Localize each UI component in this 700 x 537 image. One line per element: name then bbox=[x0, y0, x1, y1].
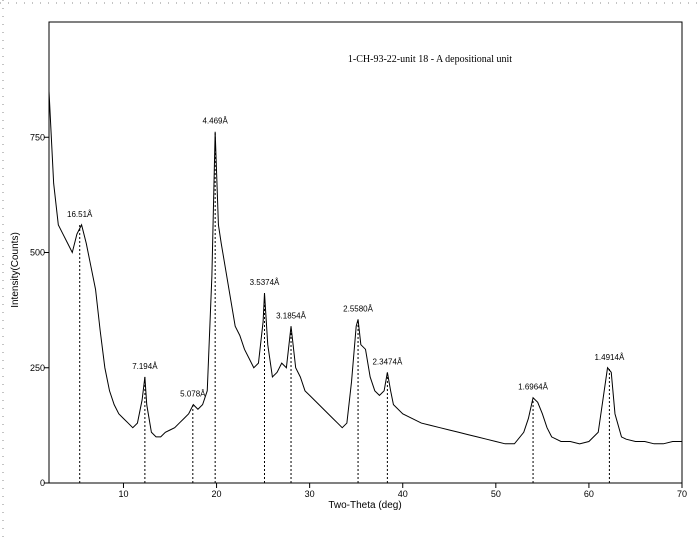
y-tick-label: 250 bbox=[30, 363, 45, 373]
y-tick-label: 0 bbox=[40, 478, 45, 488]
x-tick-label: 30 bbox=[305, 489, 315, 499]
x-tick-label: 20 bbox=[212, 489, 222, 499]
peak-label: 2.3474Å bbox=[372, 357, 402, 366]
x-tick-label: 60 bbox=[584, 489, 594, 499]
peak-label: 3.1854Å bbox=[276, 311, 306, 320]
peak-label: 3.5374Å bbox=[250, 278, 280, 287]
peak-label: 7.194Å bbox=[132, 362, 158, 371]
x-tick-label: 10 bbox=[118, 489, 128, 499]
peak-label: 4.469Å bbox=[202, 117, 228, 126]
x-tick-label: 40 bbox=[398, 489, 408, 499]
xrd-line bbox=[48, 91, 682, 445]
peak-label: 1.4914Å bbox=[594, 353, 624, 362]
y-tick-label: 500 bbox=[30, 248, 45, 258]
peak-label: 5.078Å bbox=[180, 390, 206, 399]
x-tick-label: 50 bbox=[491, 489, 501, 499]
chart-title: 1-CH-93-22-unit 18 - A depositional unit bbox=[348, 54, 512, 65]
y-tick-label: 750 bbox=[30, 132, 45, 142]
peak-label: 2.5580Å bbox=[343, 304, 373, 313]
peak-label: 16.51Å bbox=[67, 210, 93, 219]
peak-label: 1.6964Å bbox=[518, 383, 548, 392]
x-tick-label: 70 bbox=[677, 489, 687, 499]
x-axis-label: Two-Theta (deg) bbox=[328, 500, 401, 511]
y-axis-label: Intensity(Counts) bbox=[10, 232, 21, 308]
